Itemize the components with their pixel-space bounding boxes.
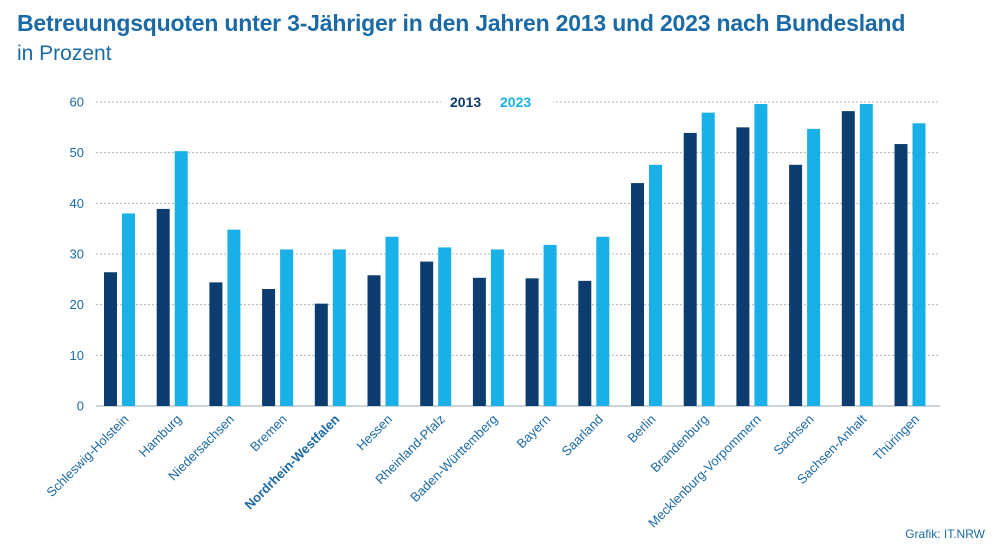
y-tick-label: 0 — [77, 399, 84, 414]
x-tick-label: Thüringen — [870, 412, 922, 464]
bar-2023-rheinland-pfalz — [438, 247, 452, 406]
bar-2013-nordrhein-westfalen — [314, 303, 328, 406]
bar-2023-bremen — [280, 249, 294, 406]
y-tick-label: 40 — [70, 196, 84, 211]
bar-2013-rheinland-pfalz — [420, 261, 434, 406]
bar-2023-sachsen — [807, 128, 821, 406]
bar-2013-niedersachsen — [209, 282, 223, 406]
x-tick-label: Saarland — [559, 412, 606, 459]
x-tick-label: Schleswig-Holstein — [43, 412, 131, 500]
bar-2023-niedersachsen — [227, 229, 241, 406]
x-tick-label: Sachsen — [770, 412, 816, 458]
bar-2013-schleswig-holstein — [104, 272, 117, 406]
bar-2023-sachsen-anhalt — [859, 104, 873, 406]
bar-2013-bayern — [525, 278, 539, 406]
y-tick-label: 60 — [70, 95, 84, 110]
bar-2013-hamburg — [156, 208, 170, 406]
bar-2023-berlin — [649, 164, 662, 406]
bar-2023-hessen — [385, 236, 399, 406]
x-tick-label: Mecklenburg-Vorpommern — [645, 412, 764, 531]
legend-label-2023: 2023 — [500, 94, 531, 110]
bar-2013-mecklenburg-vorpommern — [736, 127, 750, 406]
x-tick-label: Bayern — [513, 412, 553, 452]
bar-2023-schleswig-holstein — [122, 213, 135, 406]
bar-2023-baden-w-rttemberg — [490, 249, 504, 406]
legend: 2013 2023 — [441, 92, 553, 114]
bar-2013-berlin — [631, 183, 644, 406]
y-tick-label: 20 — [70, 297, 84, 312]
x-tick-label: Hamburg — [136, 412, 184, 460]
bar-2013-sachsen — [789, 164, 803, 406]
chart-title: Betreuungsquoten unter 3-Jähriger in den… — [17, 10, 906, 36]
bar-2023-nordrhein-westfalen — [332, 249, 346, 406]
bar-2013-th-ringen — [894, 144, 908, 406]
x-tick-label: Baden-Württemberg — [407, 412, 500, 505]
x-tick-label: Berlin — [625, 412, 659, 446]
bar-2023-mecklenburg-vorpommern — [754, 104, 768, 406]
bar-2023-saarland — [596, 236, 610, 406]
x-tick-label: Hessen — [353, 412, 395, 454]
bar-2023-bayern — [543, 244, 557, 406]
bar-2013-brandenburg — [683, 132, 697, 406]
credit-text: Grafik: IT.NRW — [905, 527, 985, 541]
legend-label-2013: 2013 — [450, 94, 481, 110]
y-axis-ticks: 0 10 20 30 40 50 60 — [70, 95, 84, 414]
bar-2013-bremen — [262, 288, 276, 406]
bar-2023-hamburg — [174, 151, 188, 406]
x-tick-label: Nordrhein-Westfalen — [242, 411, 343, 512]
bar-2013-baden-w-rttemberg — [472, 277, 486, 406]
bar-2023-th-ringen — [912, 123, 926, 406]
x-tick-label: Bremen — [247, 412, 290, 455]
y-tick-label: 50 — [70, 145, 84, 160]
chart-subtitle: in Prozent — [17, 42, 112, 65]
bar-2013-sachsen-anhalt — [841, 111, 855, 407]
legend-background — [441, 92, 553, 114]
y-tick-label: 10 — [70, 348, 84, 363]
bar-2013-saarland — [578, 280, 592, 406]
bar-2013-hessen — [367, 275, 381, 406]
bars — [104, 104, 926, 407]
y-tick-label: 30 — [70, 247, 84, 262]
bar-2023-brandenburg — [701, 112, 715, 406]
